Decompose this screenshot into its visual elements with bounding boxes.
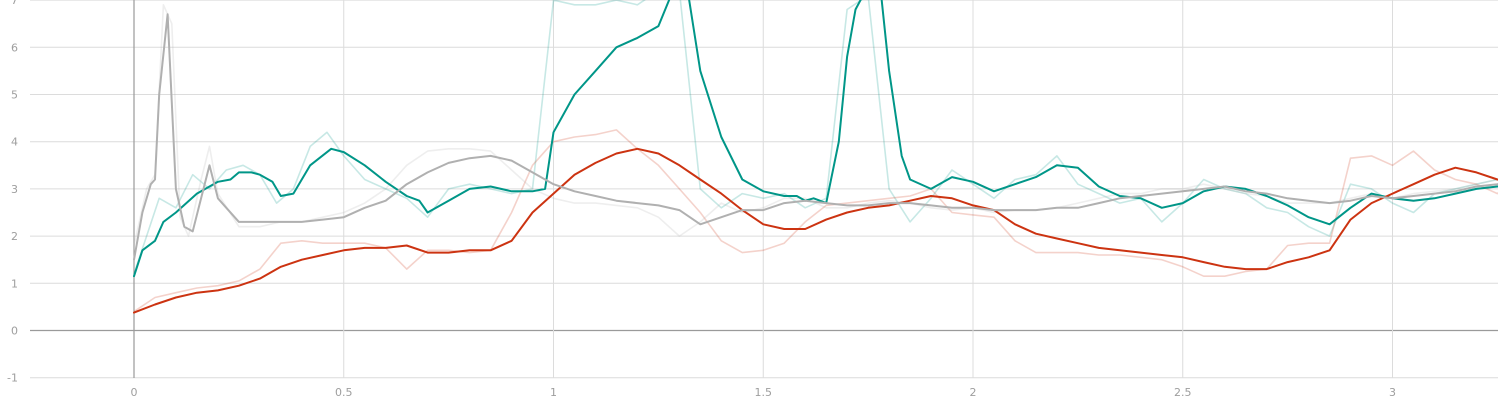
y-tick-label: 7 — [11, 0, 18, 7]
x-tick-label: 1 — [550, 386, 557, 399]
x-tick-label: 0.5 — [335, 386, 353, 399]
axis-tick-labels: -1 0 1 2 3 4 5 6 7 0 0.5 1 1.5 2 2.5 3 — [7, 0, 1396, 399]
series-3-smoothed-line — [133, 13, 1498, 261]
y-tick-label: 3 — [11, 183, 18, 196]
series-1-smoothed-line — [133, 0, 1498, 278]
y-tick-label: 0 — [11, 325, 18, 338]
x-tick-label: 2 — [970, 386, 977, 399]
series-1-raw-line — [133, 0, 1498, 275]
x-tick-label: 3 — [1389, 386, 1396, 399]
y-tick-label: 6 — [11, 41, 18, 54]
y-tick-label: 1 — [11, 277, 18, 290]
y-tick-label: -1 — [7, 372, 18, 385]
series-2-raw-line — [133, 129, 1498, 313]
x-tick-label: 0 — [131, 386, 138, 399]
x-tick-label: 2.5 — [1174, 386, 1192, 399]
x-tick-label: 1.5 — [755, 386, 773, 399]
y-tick-label: 2 — [11, 230, 18, 243]
series-lines — [133, 0, 1498, 314]
y-tick-label: 4 — [11, 136, 18, 149]
series-2-smoothed-line — [133, 147, 1498, 314]
y-tick-label: 5 — [11, 89, 18, 102]
grid — [30, 0, 1498, 379]
